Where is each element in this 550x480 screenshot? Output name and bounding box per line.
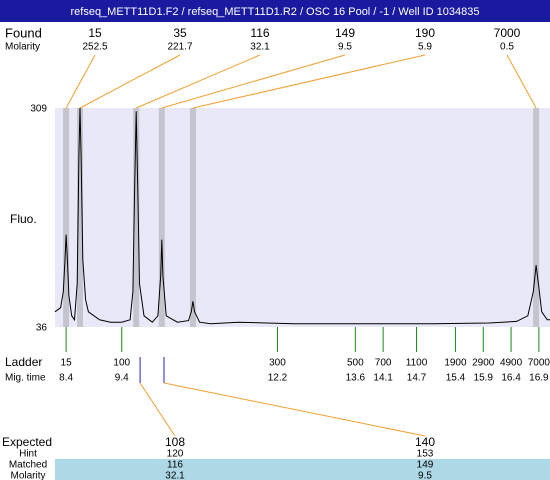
expected-connector	[139, 382, 176, 437]
found-size: 7000	[494, 26, 521, 40]
expected-connector	[163, 382, 426, 437]
ladder-mig-time: 15.4	[446, 373, 466, 384]
ladder-size: 500	[347, 358, 364, 369]
ladder-size: 300	[269, 358, 286, 369]
mig-time-label: Mig. time	[5, 373, 46, 384]
header-title: refseq_METT11D1.F2 / refseq_METT11D1.R2 …	[70, 6, 479, 18]
peak-band	[63, 108, 70, 327]
y-tick-label: 309	[30, 104, 47, 115]
ladder-size: 7000	[528, 358, 550, 369]
found-size: 15	[88, 26, 102, 40]
peak-connector	[506, 54, 537, 109]
found-size: 116	[250, 26, 269, 40]
matched-row-bg	[55, 459, 550, 470]
ladder-mig-time: 16.9	[529, 373, 549, 384]
peak-connector	[79, 54, 181, 109]
found-molarity: 5.9	[418, 42, 432, 53]
ladder-size: 1900	[444, 358, 467, 369]
expected-row-label: Hint	[19, 449, 37, 460]
trace-line	[54, 107, 550, 325]
molarity-label: Molarity	[5, 42, 40, 53]
expected-row-label: Expected	[2, 435, 52, 449]
found-molarity: 0.5	[500, 42, 514, 53]
found-label: Found	[5, 25, 42, 40]
found-molarity: 9.5	[338, 42, 352, 53]
expected-molarity: 9.5	[418, 471, 432, 480]
ladder-mig-time: 14.1	[373, 373, 393, 384]
peak-connector	[65, 54, 96, 109]
peak-band	[533, 108, 540, 327]
ladder-mig-time: 9.4	[115, 373, 129, 384]
y-tick-label: 36	[36, 323, 48, 334]
ladder-size: 15	[61, 358, 73, 369]
ladder-size: 2900	[472, 358, 495, 369]
ladder-mig-time: 15.9	[474, 373, 494, 384]
peak-band	[189, 108, 196, 327]
ladder-size: 1100	[406, 358, 428, 369]
peak-band	[77, 108, 84, 327]
expected-molarity: 32.1	[165, 471, 185, 480]
expected-expected: 140	[415, 435, 435, 449]
expected-matched: 149	[417, 460, 434, 471]
ladder-label: Ladder	[5, 355, 42, 369]
expected-row-label: Molarity	[10, 471, 45, 480]
found-molarity: 221.7	[167, 42, 192, 53]
found-molarity: 32.1	[250, 42, 270, 53]
peak-connector	[192, 54, 426, 109]
found-size: 35	[173, 26, 187, 40]
y-axis-label: Fluo.	[10, 212, 37, 226]
ladder-mig-time: 14.7	[407, 373, 427, 384]
expected-matched: 116	[167, 460, 183, 471]
expected-row-label: Matched	[9, 460, 47, 471]
peak-connector	[136, 54, 261, 109]
molarity-row-bg	[55, 470, 550, 480]
ladder-size: 4900	[500, 358, 523, 369]
ladder-mig-time: 12.2	[268, 373, 288, 384]
found-molarity: 252.5	[82, 42, 107, 53]
peak-band	[158, 108, 165, 327]
ladder-size: 100	[113, 358, 130, 369]
ladder-mig-time: 16.4	[501, 373, 521, 384]
peak-band	[133, 108, 140, 327]
header-bar	[0, 0, 550, 22]
ladder-mig-time: 13.6	[346, 373, 366, 384]
ladder-mig-time: 8.4	[59, 373, 73, 384]
expected-hint: 120	[167, 449, 184, 460]
found-size: 190	[415, 26, 435, 40]
expected-expected: 108	[165, 435, 185, 449]
plot-area	[55, 108, 550, 327]
peak-connector	[161, 54, 346, 109]
found-size: 149	[335, 26, 355, 40]
expected-hint: 153	[417, 449, 434, 460]
ladder-size: 700	[375, 358, 392, 369]
